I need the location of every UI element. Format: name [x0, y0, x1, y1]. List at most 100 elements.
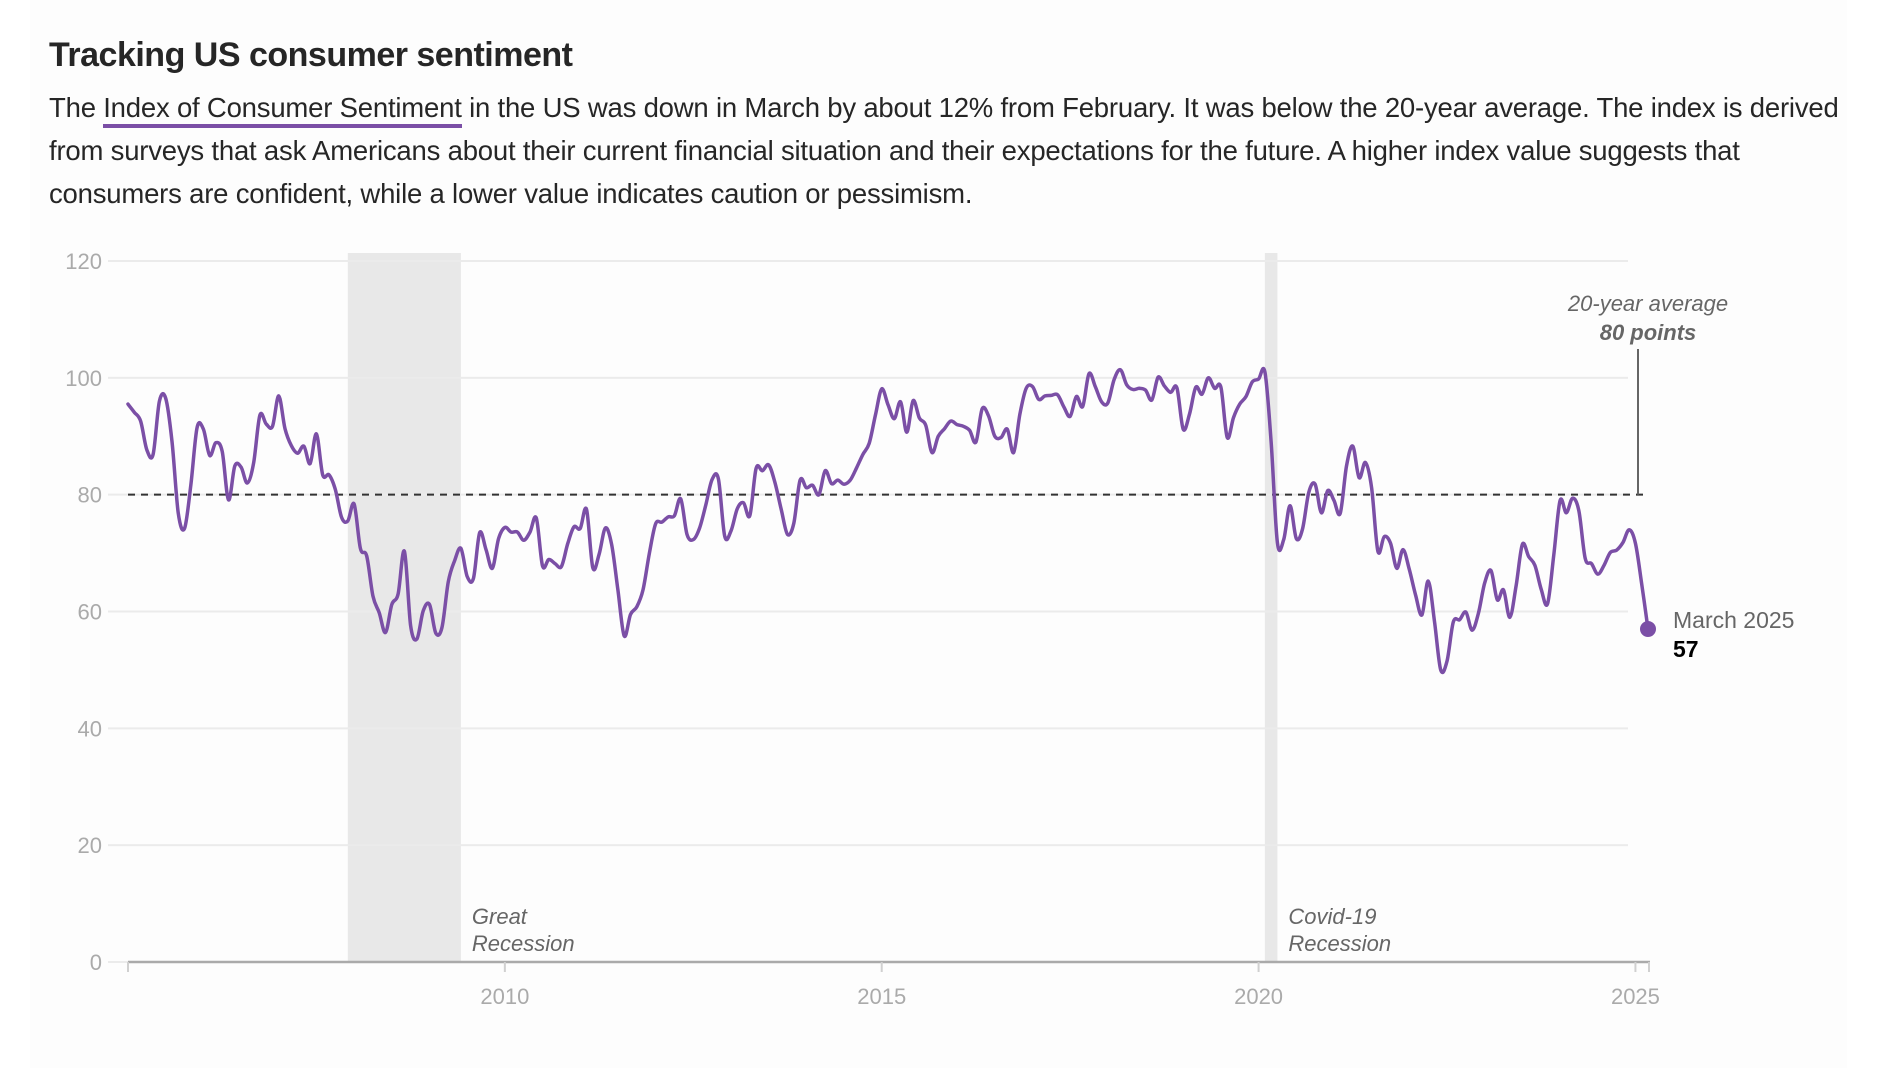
data-point[interactable] — [1067, 413, 1073, 419]
data-point[interactable] — [420, 608, 426, 614]
data-point[interactable] — [1080, 404, 1086, 410]
data-point[interactable] — [521, 537, 527, 543]
data-point[interactable] — [634, 604, 640, 610]
data-point[interactable] — [1431, 618, 1437, 624]
latest-point-marker[interactable] — [1640, 621, 1656, 638]
data-point[interactable] — [194, 425, 200, 431]
data-point[interactable] — [766, 462, 772, 468]
data-point[interactable] — [1513, 583, 1519, 589]
data-point[interactable] — [200, 426, 206, 432]
data-point[interactable] — [728, 528, 734, 534]
data-point[interactable] — [332, 486, 338, 492]
data-point[interactable] — [263, 421, 269, 427]
data-point[interactable] — [1124, 382, 1130, 388]
data-point[interactable] — [1193, 384, 1199, 390]
data-point[interactable] — [383, 630, 389, 636]
data-point[interactable] — [659, 519, 665, 525]
data-point[interactable] — [514, 529, 520, 535]
data-point[interactable] — [1475, 610, 1481, 616]
data-point[interactable] — [169, 439, 175, 445]
data-point[interactable] — [558, 564, 564, 570]
data-point[interactable] — [1099, 399, 1105, 405]
data-point[interactable] — [1117, 367, 1123, 373]
data-point[interactable] — [244, 480, 250, 486]
data-point[interactable] — [1243, 394, 1249, 400]
data-point[interactable] — [276, 393, 282, 399]
data-point[interactable] — [533, 515, 539, 521]
data-point[interactable] — [992, 433, 998, 439]
data-point[interactable] — [1532, 562, 1538, 568]
data-point[interactable] — [709, 477, 715, 483]
data-point[interactable] — [734, 506, 740, 512]
data-point[interactable] — [282, 426, 288, 432]
data-point[interactable] — [357, 545, 363, 551]
data-point[interactable] — [1632, 540, 1638, 546]
data-point[interactable] — [1488, 568, 1494, 574]
data-point[interactable] — [1457, 617, 1463, 623]
data-point[interactable] — [163, 395, 169, 401]
data-point[interactable] — [1111, 377, 1117, 383]
data-point[interactable] — [439, 624, 445, 630]
data-point[interactable] — [1293, 536, 1299, 542]
data-point[interactable] — [1444, 658, 1450, 664]
data-point[interactable] — [1318, 510, 1324, 516]
data-point[interactable] — [1350, 443, 1356, 449]
data-point[interactable] — [1394, 565, 1400, 571]
data-point[interactable] — [715, 476, 721, 482]
data-point[interactable] — [370, 593, 376, 599]
data-point[interactable] — [860, 451, 866, 457]
data-point[interactable] — [364, 553, 370, 559]
data-point[interactable] — [257, 412, 263, 418]
data-point[interactable] — [131, 409, 137, 415]
data-point[interactable] — [1136, 385, 1142, 391]
data-point[interactable] — [1055, 392, 1061, 398]
data-point[interactable] — [778, 506, 784, 512]
data-point[interactable] — [483, 547, 489, 553]
data-point[interactable] — [307, 461, 313, 467]
data-point[interactable] — [1356, 475, 1362, 481]
data-point[interactable] — [1406, 566, 1412, 572]
data-point[interactable] — [458, 545, 464, 551]
data-point[interactable] — [929, 450, 935, 456]
data-point[interactable] — [916, 415, 922, 421]
data-point[interactable] — [464, 574, 470, 580]
data-point[interactable] — [527, 529, 533, 535]
data-point[interactable] — [427, 602, 433, 608]
data-point[interactable] — [747, 513, 753, 519]
data-point[interactable] — [1023, 385, 1029, 391]
data-point[interactable] — [866, 440, 872, 446]
data-point[interactable] — [1155, 374, 1161, 380]
data-point[interactable] — [854, 465, 860, 471]
data-point[interactable] — [238, 464, 244, 470]
data-point[interactable] — [295, 450, 301, 456]
data-point[interactable] — [508, 529, 514, 535]
data-point[interactable] — [898, 399, 904, 405]
data-point[interactable] — [339, 514, 345, 520]
data-point[interactable] — [1589, 561, 1595, 567]
data-point[interactable] — [791, 520, 797, 526]
data-point[interactable] — [1249, 379, 1255, 385]
data-point[interactable] — [584, 506, 590, 512]
data-point[interactable] — [1048, 392, 1054, 398]
data-point[interactable] — [1400, 547, 1406, 553]
data-point[interactable] — [1212, 385, 1218, 391]
data-point[interactable] — [1419, 612, 1425, 618]
data-point[interactable] — [125, 401, 131, 407]
data-point[interactable] — [270, 423, 276, 429]
data-point[interactable] — [1306, 489, 1312, 495]
data-point[interactable] — [1205, 375, 1211, 381]
data-point[interactable] — [414, 636, 420, 642]
data-point[interactable] — [1614, 547, 1620, 553]
data-point[interactable] — [389, 602, 395, 608]
data-point[interactable] — [445, 579, 451, 585]
data-point[interactable] — [1463, 609, 1469, 615]
data-point[interactable] — [942, 426, 948, 432]
data-point[interactable] — [665, 514, 671, 520]
data-point[interactable] — [1161, 383, 1167, 389]
data-point[interactable] — [621, 633, 627, 639]
data-point[interactable] — [1501, 587, 1507, 593]
data-point[interactable] — [320, 472, 326, 478]
data-point[interactable] — [841, 481, 847, 487]
data-point[interactable] — [433, 630, 439, 636]
data-point[interactable] — [872, 412, 878, 418]
